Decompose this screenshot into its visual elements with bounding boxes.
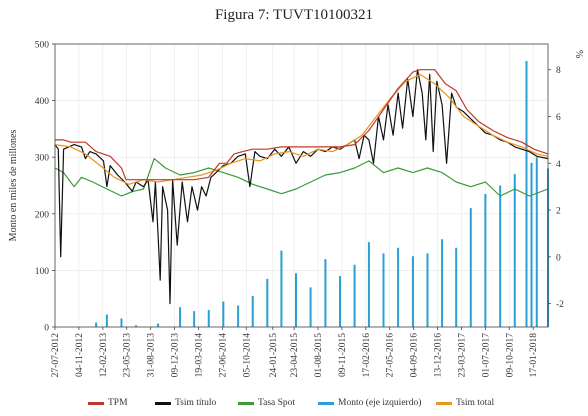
legend-item: Tsim total [436, 398, 494, 408]
right-tick-label: 8 [556, 66, 561, 76]
left-tick-label: 500 [35, 41, 50, 51]
legend-item: Tsim título [155, 398, 216, 408]
left-axis: 0 100 200 300 400 500 [35, 41, 55, 334]
legend-swatch [436, 401, 452, 405]
x-tick-label: 09-12-2013 [171, 333, 181, 378]
legend-swatch [238, 401, 254, 405]
series-line-tasa-spot [54, 158, 549, 197]
x-tick-label: 04-11-2012 [75, 333, 85, 377]
series-line-tpm [55, 69, 549, 181]
x-tick-label: 09-11-2015 [338, 333, 348, 377]
x-tick-label: 24-01-2015 [269, 333, 279, 378]
x-tick-label: 17-02-2016 [362, 333, 372, 378]
y-axis-label: Monto en miles de millones [8, 130, 19, 242]
legend-item: Tasa Spot [238, 398, 295, 408]
left-tick-label: 200 [35, 210, 50, 220]
left-tick-label: 400 [35, 97, 50, 107]
chart-title: Figura 7: TUVT10100321 [214, 7, 374, 23]
left-tick-label: 100 [35, 267, 50, 277]
x-tick-label: 09-10-2017 [505, 333, 515, 378]
y2-axis-label: % [573, 50, 584, 58]
right-tick-label: 4 [556, 160, 561, 170]
legend-swatch [318, 401, 334, 405]
legend-label: Tsim total [456, 398, 495, 408]
series-lines-layer [54, 69, 549, 305]
legend-label: TPM [108, 398, 128, 408]
x-tick-label: 23-05-2013 [123, 333, 133, 378]
legend-swatch [88, 401, 104, 405]
right-tick-label: 2 [556, 207, 561, 217]
x-tick-label: 31-08-2013 [147, 333, 157, 378]
x-tick-label: 17-01-2018 [529, 333, 539, 378]
x-tick-label: 23-04-2015 [290, 333, 300, 378]
right-tick-label: 6 [556, 113, 561, 123]
legend-label: Monto (eje izquierdo) [338, 398, 422, 408]
series-line-tsim-titulo [54, 69, 549, 305]
right-tick-label: 0 [556, 253, 561, 263]
x-tick-label: 01-07-2017 [481, 333, 491, 378]
x-tick-label: 12-02-2013 [99, 333, 109, 378]
x-tick-label: 27-06-2014 [218, 333, 228, 378]
legend-item: TPM [88, 398, 128, 408]
legend-label: Tasa Spot [258, 398, 296, 408]
legend-item: Monto (eje izquierdo) [318, 398, 421, 408]
x-tick-label: 13-12-2016 [434, 333, 444, 378]
x-tick-label: 23-03-2017 [457, 333, 467, 378]
series-line-tsim-total [54, 73, 549, 185]
legend-label: Tsim título [175, 398, 217, 408]
left-tick-label: 300 [35, 154, 50, 164]
chart-area: 0 100 200 300 400 500 -2 0 2 4 6 8 27-07-2012 04-11… [8, 41, 584, 378]
x-tick-label: 01-08-2015 [314, 333, 324, 378]
legend-swatch [155, 401, 171, 405]
plot-frame [54, 43, 549, 328]
x-tick-label: 19-03-2014 [194, 333, 204, 378]
x-tick-label: 05-10-2014 [242, 333, 252, 378]
x-tick-label: 27-05-2016 [386, 333, 396, 378]
x-tick-label: 27-07-2012 [51, 333, 61, 378]
grid-layer [54, 43, 548, 328]
right-axis: -2 0 2 4 6 8 [548, 66, 564, 310]
left-tick-label: 0 [44, 324, 49, 334]
x-tick-label: 04-09-2016 [410, 333, 420, 378]
x-axis: 27-07-2012 04-11-2012 12-02-2013 23-05-2013… [51, 327, 539, 377]
right-tick-label: -2 [556, 300, 564, 310]
legend: TPM Tsim título Tasa Spot Monto (eje izquie… [0, 398, 588, 414]
